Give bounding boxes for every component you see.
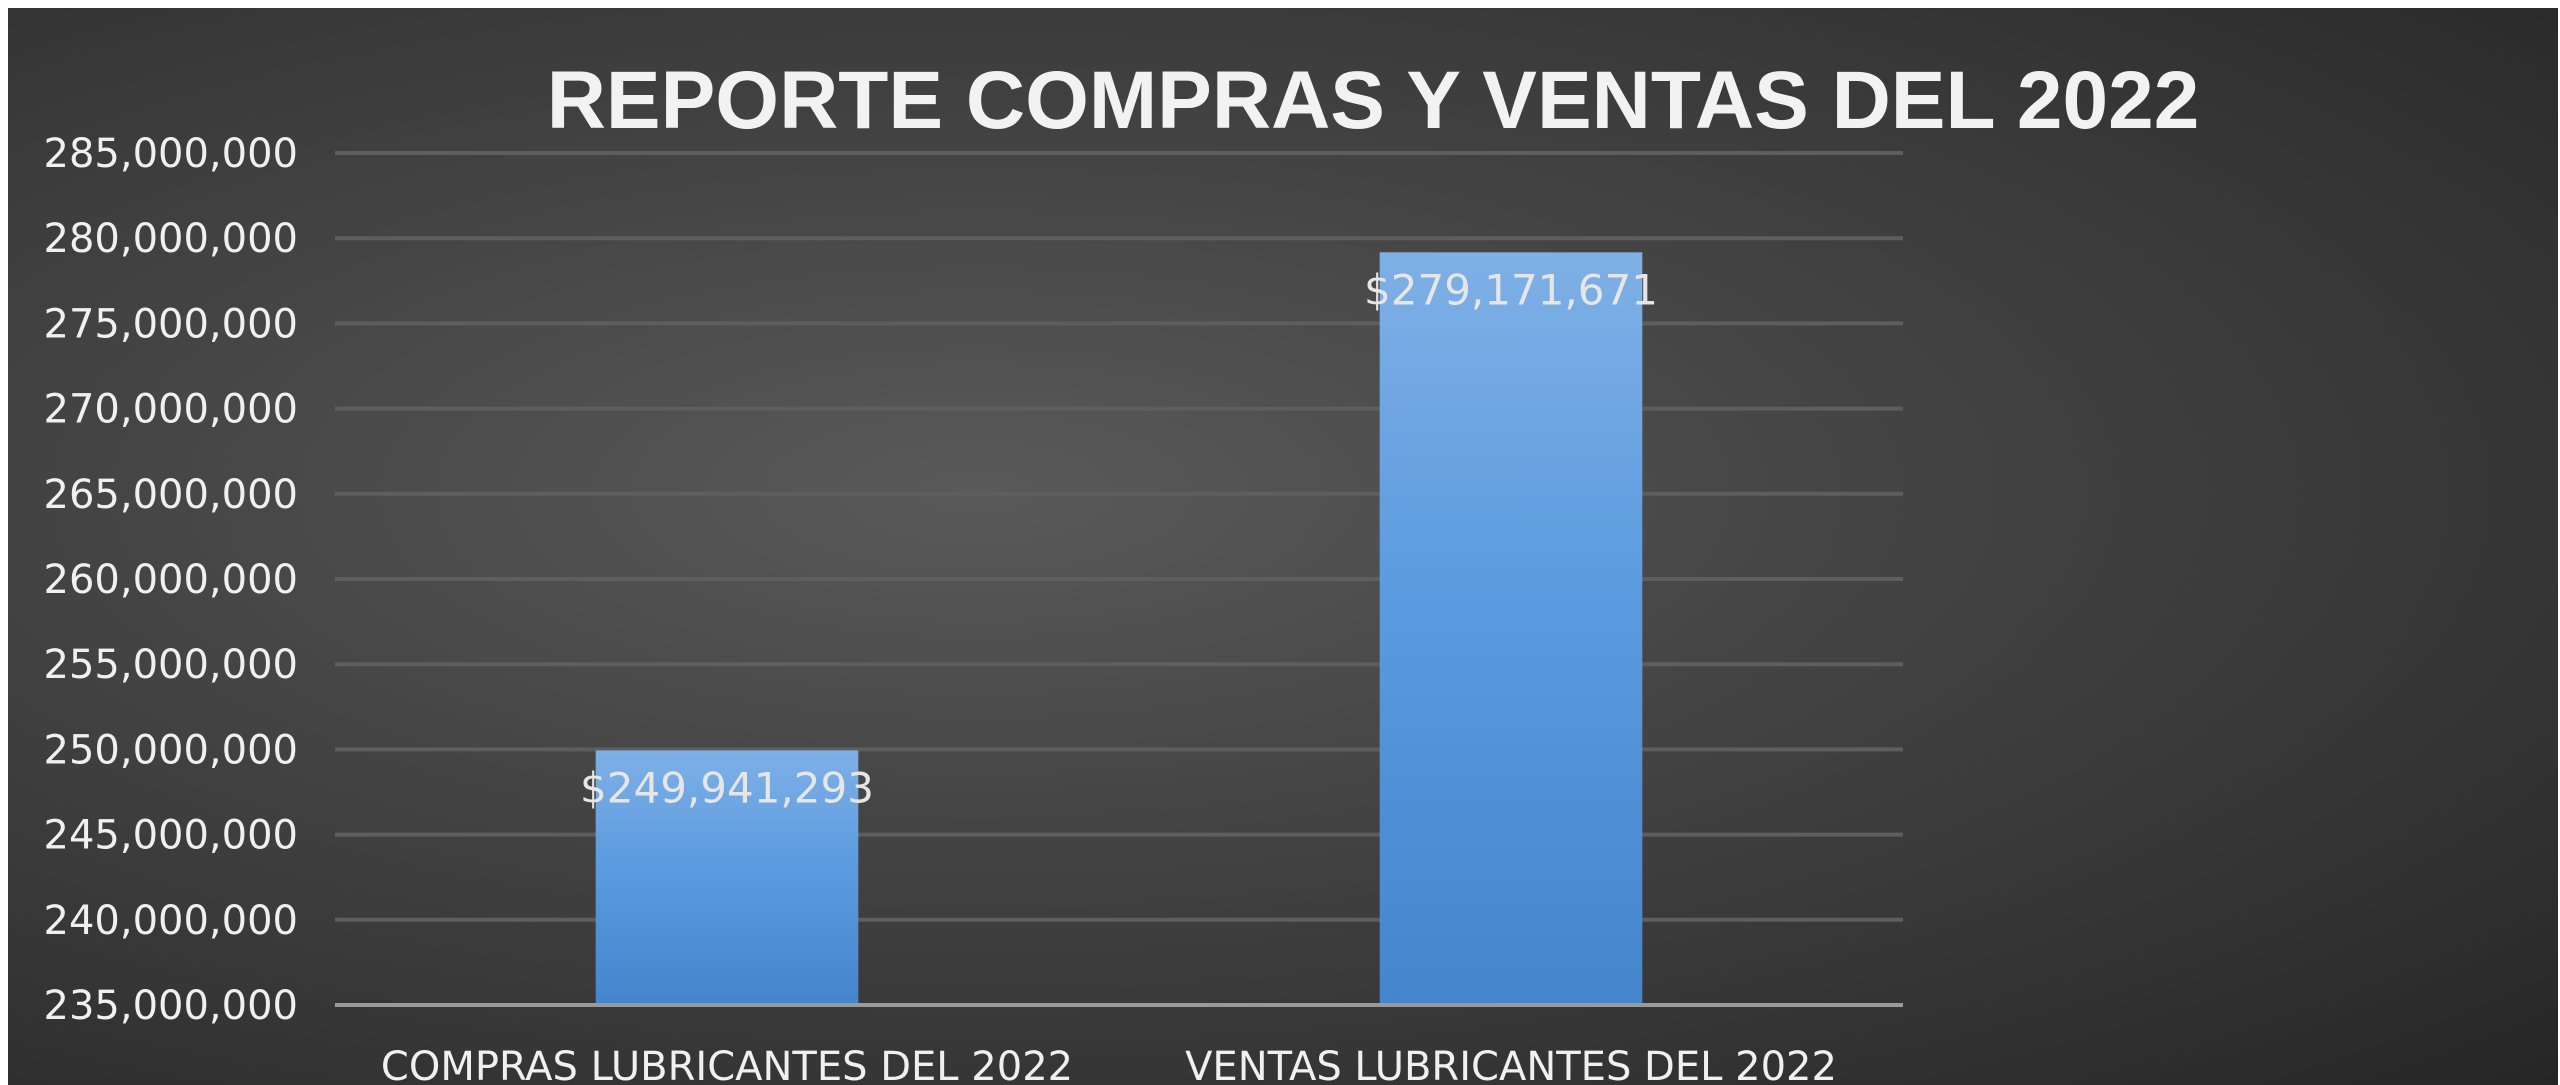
bar: [1379, 252, 1643, 1006]
bar: [595, 750, 859, 1005]
x-category-label: VENTAS LUBRICANTES DEL 2022: [1185, 1044, 1837, 1085]
bars: [595, 252, 1643, 1006]
bar-data-label: $249,941,293: [580, 763, 874, 812]
gridlines: [335, 151, 1903, 922]
y-tick-label: 275,000,000: [44, 301, 298, 347]
chart-title: REPORTE COMPRAS Y VENTAS DEL 2022: [547, 55, 2200, 146]
bar-chart: REPORTE COMPRAS Y VENTAS DEL 2022 235,00…: [44, 55, 2200, 1085]
y-tick-label: 245,000,000: [44, 813, 298, 859]
chart-area: REPORTE COMPRAS Y VENTAS DEL 2022 235,00…: [8, 8, 2558, 1085]
data-labels: $249,941,293 $279,171,671: [580, 265, 1658, 812]
y-axis-ticks: 235,000,000 240,000,000 245,000,000 250,000…: [44, 131, 298, 1029]
y-tick-label: 270,000,000: [44, 387, 298, 433]
y-tick-label: 250,000,000: [44, 727, 298, 773]
x-category-label: COMPRAS LUBRICANTES DEL 2022: [381, 1044, 1073, 1085]
y-tick-label: 280,000,000: [44, 216, 298, 262]
y-tick-label: 265,000,000: [44, 472, 298, 518]
y-tick-label: 260,000,000: [44, 557, 298, 603]
y-tick-label: 285,000,000: [44, 131, 298, 177]
x-axis-categories: COMPRAS LUBRICANTES DEL 2022 VENTAS LUBRI…: [381, 1044, 1837, 1085]
y-tick-label: 240,000,000: [44, 898, 298, 944]
y-tick-label: 255,000,000: [44, 642, 298, 688]
y-tick-label: 235,000,000: [44, 983, 298, 1029]
bar-data-label: $279,171,671: [1364, 265, 1658, 314]
